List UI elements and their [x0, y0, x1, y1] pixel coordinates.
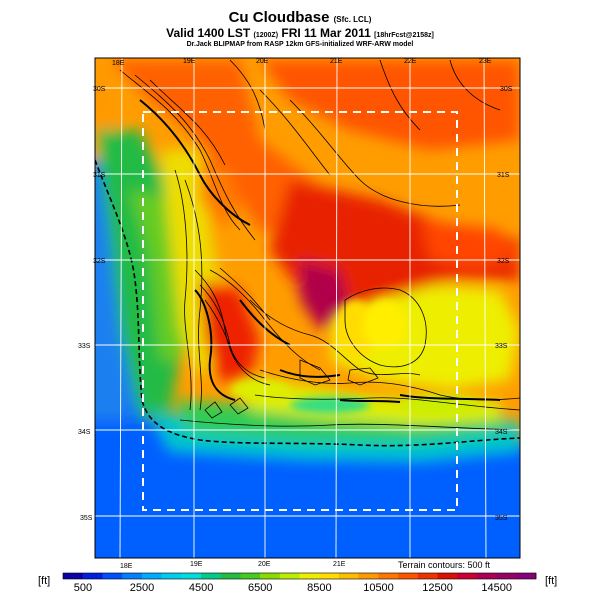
legend-swatch — [417, 573, 438, 579]
lon-label: 19E — [183, 58, 196, 65]
legend-swatch — [299, 573, 320, 579]
legend-swatch — [102, 573, 123, 579]
lon-label: 20E — [256, 58, 269, 65]
lon-label: 21E — [333, 561, 346, 568]
legend-swatch — [181, 573, 202, 579]
legend-tick-label: 500 — [74, 582, 92, 594]
legend-unit-left: [ft] — [38, 575, 50, 587]
lat-label: 33S — [78, 343, 91, 350]
legend-swatch — [457, 573, 478, 579]
legend-bar-outline — [62, 572, 537, 580]
model-credit: Dr.Jack BLIPMAP from RASP 12km GFS-initi… — [186, 41, 414, 48]
lat-label: 34S — [78, 429, 91, 436]
legend-swatch — [319, 573, 340, 579]
lon-label: 23E — [479, 58, 492, 65]
legend-swatch — [378, 573, 399, 579]
title-suffix: (Sfc. LCL) — [333, 15, 372, 24]
legend-tick-label: 12500 — [422, 582, 453, 594]
lat-labels-right: 30S 31S 32S 33S 34S 35S — [495, 86, 513, 522]
lon-label: 20E — [258, 561, 271, 568]
legend-swatch — [220, 573, 241, 579]
legend-swatch — [82, 573, 103, 579]
lon-labels-bottom: 18E 19E 20E 21E — [120, 561, 346, 570]
major-contours — [139, 99, 501, 403]
lat-label: 30S — [500, 86, 513, 93]
legend-swatch — [141, 573, 162, 579]
lat-label: 33S — [495, 343, 508, 350]
lon-label: 21E — [330, 58, 343, 65]
lat-label: 32S — [497, 258, 510, 265]
valid-time-line: Valid 1400 LST (1200Z) FRI 11 Mar 2011 [… — [0, 26, 600, 40]
field-shading — [95, 58, 520, 558]
legend-swatch — [358, 573, 379, 579]
legend-swatch — [437, 573, 458, 579]
legend-swatch — [63, 573, 84, 579]
lat-label: 31S — [497, 172, 510, 179]
title-text: Cu Cloudbase — [228, 9, 330, 26]
lon-labels-top: 18E 19E 20E 21E 22E 23E — [112, 58, 492, 67]
legend-swatch — [279, 573, 300, 579]
lat-label: 35S — [80, 515, 93, 522]
legend-swatch — [260, 573, 281, 579]
legend-unit-right: [ft] — [545, 575, 557, 587]
lat-label: 31S — [93, 172, 106, 179]
valid-label: Valid 1400 LST — [166, 26, 251, 40]
legend-tick-labels: 500 2500 4500 6500 8500 10500 12500 14500 — [74, 582, 512, 594]
legend-swatch — [161, 573, 182, 579]
legend-tick-label: 2500 — [130, 582, 154, 594]
lon-label: 18E — [120, 563, 133, 570]
legend-tick-label: 10500 — [363, 582, 394, 594]
lat-lon-grid — [95, 57, 520, 559]
valid-zulu: (1200Z) — [253, 32, 279, 39]
lon-label: 22E — [404, 58, 417, 65]
lon-label: 19E — [190, 561, 203, 568]
legend-swatch — [338, 573, 360, 579]
map-title: Cu Cloudbase (Sfc. LCL) — [0, 9, 600, 26]
color-legend-bar — [62, 572, 537, 580]
lat-label: 30S — [93, 86, 106, 93]
legend-swatch — [398, 573, 419, 579]
lon-label: 18E — [112, 60, 125, 67]
map-frame — [94, 57, 521, 559]
legend-swatch — [240, 573, 261, 579]
legend-swatch — [200, 573, 222, 579]
legend-swatch — [122, 573, 143, 579]
legend-tick-label: 8500 — [307, 582, 331, 594]
valid-date: FRI 11 Mar 2011 — [281, 26, 371, 40]
legend-tick-label: 14500 — [481, 582, 512, 594]
inner-domain-box — [142, 111, 458, 511]
legend-tick-label: 4500 — [189, 582, 213, 594]
lat-label: 34S — [495, 429, 508, 436]
legend-swatch — [496, 573, 517, 579]
lat-labels-left: 30S 31S 32S 33S 34S 35S — [78, 86, 106, 522]
forecast-tag: [18hrFcst@2158z] — [374, 32, 434, 39]
legend-tick-label: 6500 — [248, 582, 272, 594]
terrain-contour-note: Terrain contours: 500 ft — [398, 560, 491, 570]
lat-label: 35S — [495, 515, 508, 522]
lat-label: 32S — [93, 258, 106, 265]
legend-swatch — [476, 573, 497, 579]
legend-swatch — [516, 573, 537, 579]
